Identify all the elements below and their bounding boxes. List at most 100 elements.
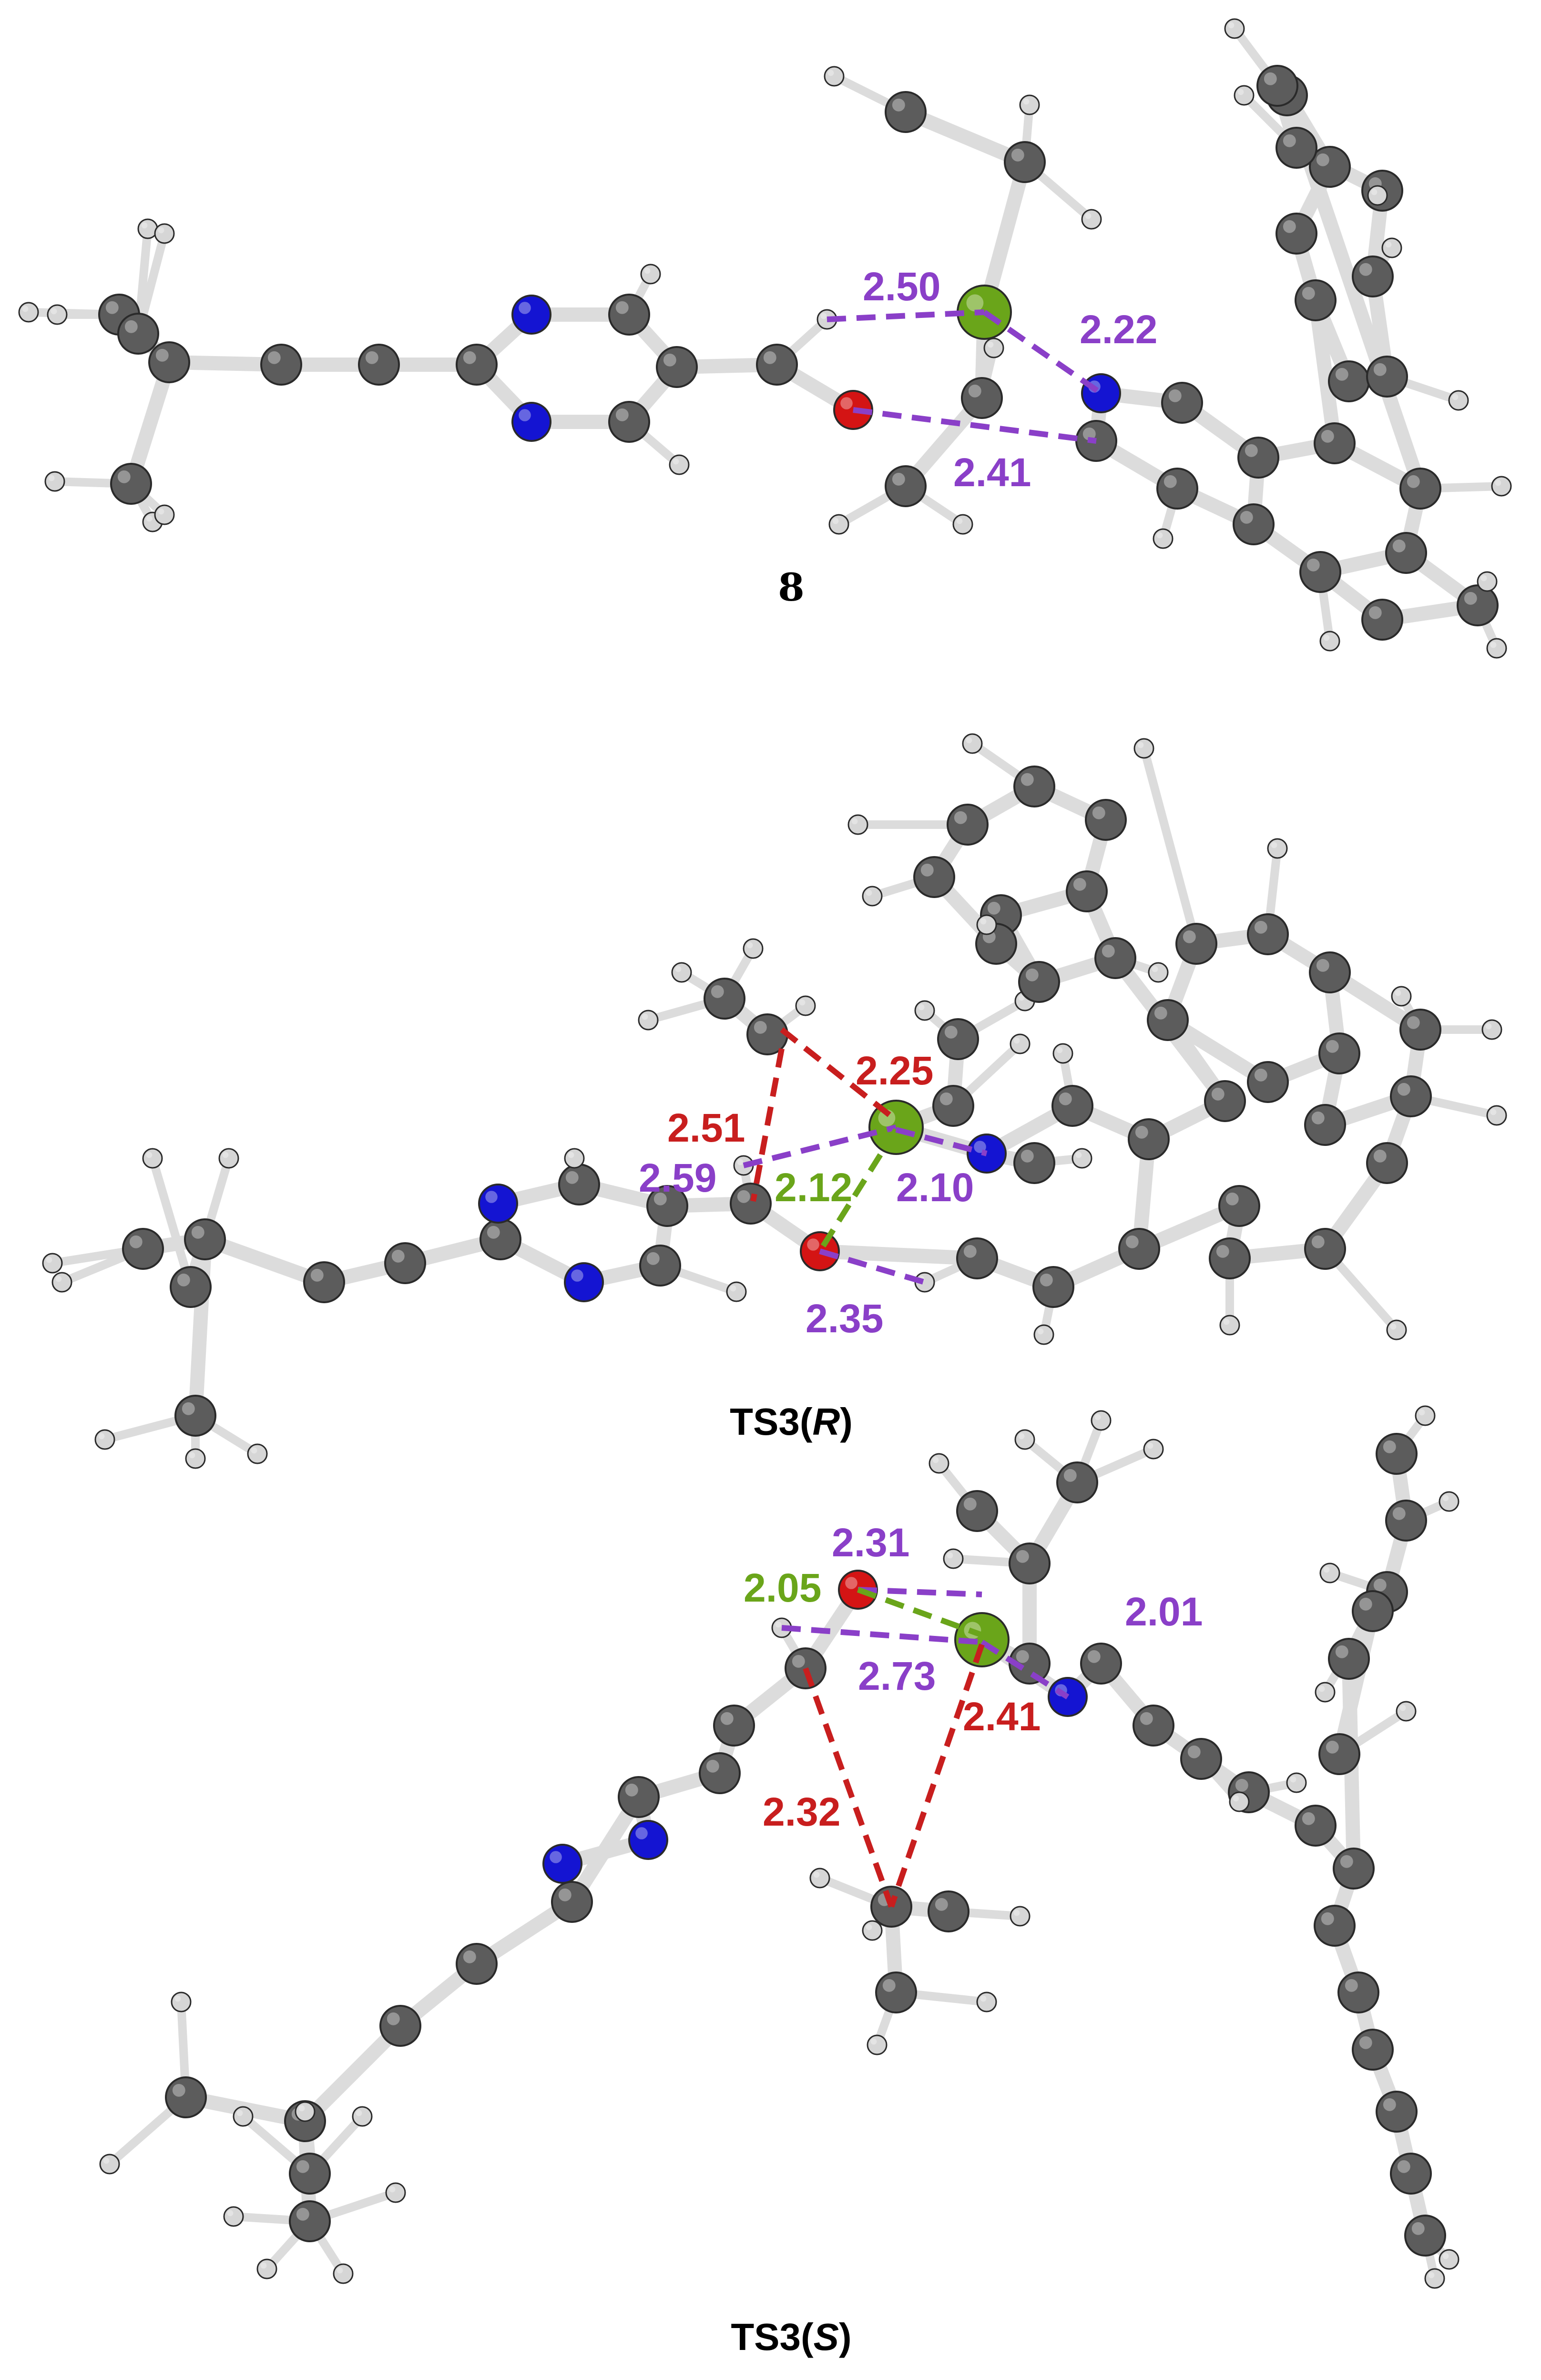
atom-highlight bbox=[1318, 1685, 1325, 1692]
hydrogen-atom bbox=[1229, 1791, 1250, 1812]
contact-line bbox=[803, 1667, 894, 1908]
hydrogen-atom bbox=[1033, 1324, 1054, 1345]
carbon-atom bbox=[170, 1266, 212, 1308]
hydrogen-atom bbox=[564, 1148, 585, 1169]
atom-highlight bbox=[963, 1497, 977, 1511]
atom-highlight bbox=[174, 1995, 181, 2002]
atom-highlight bbox=[1092, 806, 1105, 819]
carbon-atom bbox=[1066, 870, 1108, 912]
atom-highlight bbox=[980, 1995, 987, 2002]
atom-highlight bbox=[298, 2105, 305, 2112]
atom-highlight bbox=[103, 2157, 110, 2164]
carbon-atom bbox=[1309, 951, 1351, 993]
carbon-atom bbox=[1366, 356, 1408, 398]
carbon-atom bbox=[608, 401, 650, 443]
bond bbox=[298, 2019, 408, 2128]
atom-highlight bbox=[1018, 994, 1025, 1001]
atom-highlight bbox=[189, 1452, 195, 1459]
atom-highlight bbox=[227, 2210, 234, 2217]
carbon-atom bbox=[1295, 279, 1337, 321]
contact-line bbox=[781, 1625, 982, 1645]
atom-highlight bbox=[1480, 575, 1487, 582]
hydrogen-atom bbox=[862, 1920, 883, 1941]
atom-highlight bbox=[1013, 1910, 1020, 1916]
hydrogen-atom bbox=[1415, 1405, 1436, 1426]
atom-highlight bbox=[673, 458, 679, 465]
carbon-atom bbox=[1147, 999, 1189, 1041]
carbon-atom bbox=[1328, 1638, 1370, 1680]
carbon-atom bbox=[551, 1881, 593, 1923]
nitrogen-atom bbox=[542, 1844, 582, 1884]
atom-highlight bbox=[663, 353, 676, 367]
carbon-atom bbox=[379, 2005, 421, 2047]
atom-highlight bbox=[813, 1871, 820, 1878]
atom-highlight bbox=[1390, 1323, 1397, 1330]
hydrogen-atom bbox=[929, 1453, 949, 1474]
atom-highlight bbox=[1373, 363, 1387, 376]
carbon-atom bbox=[1247, 913, 1289, 955]
hydrogen-atom bbox=[385, 2182, 406, 2203]
atom-highlight bbox=[832, 518, 839, 524]
carbon-atom bbox=[1337, 1971, 1379, 2013]
hydrogen-atom bbox=[1286, 1772, 1307, 1793]
atom-highlight bbox=[310, 1268, 324, 1282]
atom-highlight bbox=[105, 301, 119, 314]
atom-highlight bbox=[892, 98, 905, 112]
distance-label: 2.25 bbox=[856, 1048, 934, 1093]
hydrogen-atom bbox=[1481, 1019, 1502, 1040]
structure-8: 2.50 2.22 2.41 8 bbox=[18, 18, 1512, 659]
hydrogen-atom bbox=[962, 733, 983, 754]
atom-highlight bbox=[1040, 1273, 1053, 1287]
atom-highlight bbox=[1385, 241, 1392, 248]
atom-highlight bbox=[182, 1402, 195, 1415]
atom-highlight bbox=[737, 1190, 750, 1203]
carbon-atom bbox=[1051, 1085, 1093, 1127]
carbon-atom bbox=[1276, 213, 1317, 255]
bond bbox=[813, 1244, 984, 1266]
hydrogen-atom bbox=[154, 504, 175, 525]
carbon-atom bbox=[1032, 1266, 1074, 1308]
atom-highlight bbox=[1102, 944, 1115, 958]
hydrogen-atom bbox=[47, 304, 68, 325]
atom-highlight bbox=[1254, 1068, 1267, 1082]
atom-highlight bbox=[1225, 1192, 1239, 1205]
distance-label: 2.35 bbox=[806, 1296, 884, 1341]
structure-caption: TS3(R) bbox=[730, 1400, 853, 1443]
structure-ts3s-contacts: 2.31 2.05 2.01 2.73 2.41 2.32 bbox=[744, 1520, 1203, 1908]
atom-highlight bbox=[519, 409, 531, 421]
atom-highlight bbox=[1419, 1409, 1425, 1416]
structure-ts3r: 2.25 2.51 2.59 2.12 2.10 2.35 TS3(R) bbox=[42, 733, 1507, 1469]
carbon-atom bbox=[1376, 1433, 1418, 1475]
hydrogen-atom bbox=[1386, 1319, 1407, 1340]
distance-label: 2.10 bbox=[896, 1165, 974, 1210]
hydrogen-atom bbox=[1439, 2249, 1459, 2270]
carbon-atom bbox=[1056, 1461, 1098, 1503]
carbon-atom bbox=[456, 1943, 498, 1985]
atom-highlight bbox=[1063, 1469, 1077, 1482]
atom-highlight bbox=[1082, 427, 1096, 440]
atom-highlight bbox=[463, 1950, 476, 1963]
atom-highlight bbox=[935, 1898, 948, 1911]
atom-highlight bbox=[1392, 539, 1406, 552]
hydrogen-atom bbox=[142, 1148, 163, 1169]
hydrogen-atom bbox=[847, 814, 868, 835]
contact-line bbox=[817, 1128, 899, 1253]
hydrogen-atom bbox=[1153, 528, 1174, 549]
carbon-atom bbox=[1304, 1228, 1346, 1270]
atom-highlight bbox=[980, 918, 987, 925]
carbon-atom bbox=[704, 978, 745, 1020]
atom-highlight bbox=[1187, 1745, 1201, 1758]
atom-highlight bbox=[177, 1273, 190, 1287]
atom-highlight bbox=[1087, 1650, 1101, 1663]
atom-highlight bbox=[1073, 878, 1086, 891]
atom-highlight bbox=[939, 1092, 953, 1105]
hydrogen-atom bbox=[795, 995, 816, 1016]
atom-highlight bbox=[763, 351, 776, 364]
contact-line bbox=[853, 407, 1097, 444]
distance-label: 2.32 bbox=[763, 1789, 841, 1834]
hydrogen-atom bbox=[1143, 1439, 1164, 1460]
atom-highlight bbox=[1407, 1016, 1420, 1029]
atom-highlight bbox=[827, 70, 834, 76]
distance-label: 2.05 bbox=[744, 1565, 822, 1610]
carbon-atom bbox=[1314, 1905, 1356, 1947]
